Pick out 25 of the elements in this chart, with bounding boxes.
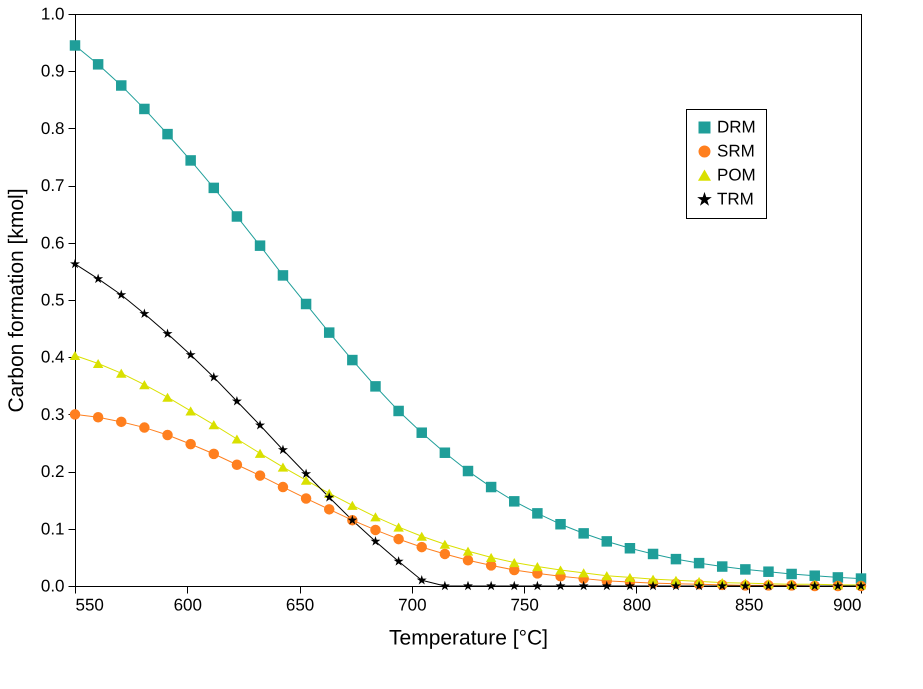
y-tick-label: 0.7 xyxy=(40,176,64,196)
x-tick-label: 900 xyxy=(833,596,862,614)
x-tick-label: 650 xyxy=(286,596,314,614)
legend-label: TRM xyxy=(717,190,754,208)
y-tick-label: 0.1 xyxy=(40,519,64,538)
y-tick-label: 0.0 xyxy=(40,576,64,596)
x-tick-label: 750 xyxy=(510,596,539,614)
y-tick-label: 1.0 xyxy=(40,4,64,24)
y-tick-label: 0.5 xyxy=(40,290,64,310)
x-tick-label: 700 xyxy=(398,596,427,614)
legend-label: SRM xyxy=(717,142,755,160)
y-tick-label: 0.4 xyxy=(40,348,64,367)
y-tick-label: 0.8 xyxy=(40,118,64,138)
y-tick-label: 0.9 xyxy=(40,62,64,81)
y-tick-label: 0.2 xyxy=(40,462,64,482)
y-axis-title: Carbon formation [kmol] xyxy=(4,188,28,413)
legend-label: POM xyxy=(717,166,756,184)
x-tick-label: 550 xyxy=(76,596,104,614)
legend-label: DRM xyxy=(717,118,756,136)
y-tick-label: 0.3 xyxy=(40,404,64,424)
y-tick-label: 0.6 xyxy=(40,233,64,252)
x-axis-title: Temperature [°C] xyxy=(389,626,548,650)
x-tick-label: 800 xyxy=(622,596,652,614)
x-tick-label: 850 xyxy=(735,596,764,614)
x-tick-label: 600 xyxy=(174,596,202,614)
